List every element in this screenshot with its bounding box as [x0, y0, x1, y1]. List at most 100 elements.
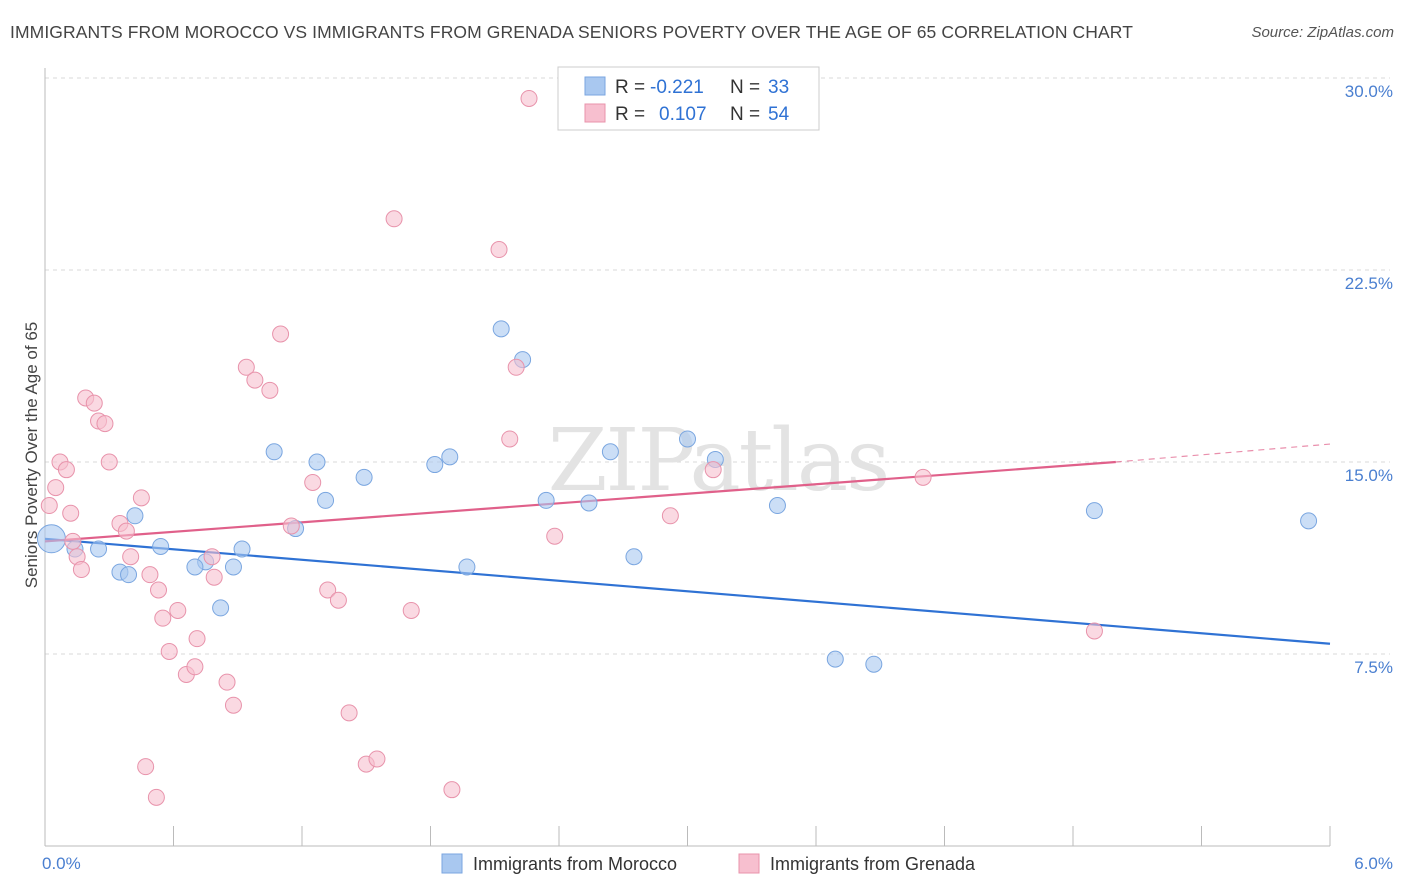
data-point-morocco-30	[1300, 512, 1318, 530]
data-point-grenada-20	[160, 642, 178, 660]
data-point-morocco-10	[152, 537, 170, 555]
data-point-grenada-42	[443, 781, 461, 799]
data-point-grenada-37	[340, 704, 358, 722]
data-point-morocco-15	[355, 468, 373, 486]
legend-swatch-morocco	[584, 76, 606, 96]
data-point-grenada-3	[62, 504, 80, 522]
y-axis-label: Seniors Poverty Over the Age of 65	[22, 322, 41, 588]
data-point-morocco-18	[441, 448, 459, 466]
series-legend: Immigrants from Morocco Immigrants from …	[441, 853, 976, 874]
legend-swatch-grenada	[584, 103, 606, 123]
data-point-grenada-33	[282, 517, 300, 535]
y-tick-label-3: 30.0%	[1345, 82, 1393, 101]
data-point-grenada-36	[329, 591, 347, 609]
data-point-grenada-51	[1085, 622, 1103, 640]
data-point-grenada-41	[402, 601, 420, 619]
data-point-grenada-32	[272, 325, 290, 343]
data-point-grenada-48	[661, 507, 679, 525]
data-point-morocco-4	[126, 507, 144, 525]
y-tick-label-0: 7.5%	[1354, 658, 1393, 677]
data-point-morocco-5	[120, 566, 138, 584]
data-point-grenada-7	[72, 561, 90, 579]
y-tick-labels: 7.5% 15.0% 22.5% 30.0%	[1345, 82, 1393, 677]
data-point-morocco-13	[308, 453, 326, 471]
data-point-morocco-2	[90, 540, 108, 558]
legend-swatch-bottom-morocco	[441, 853, 463, 874]
legend-r-value-1: -0.221	[650, 77, 704, 98]
y-tick-label-1: 15.0%	[1345, 466, 1393, 485]
data-point-morocco-11	[233, 540, 251, 558]
data-point-grenada-50	[914, 468, 932, 486]
legend-n-label-2: N =	[730, 104, 760, 125]
legend-n-value-2: 54	[768, 104, 790, 125]
trend-line-1	[44, 460, 1116, 543]
data-point-grenada-34	[304, 473, 322, 491]
axes	[44, 68, 1331, 847]
data-point-morocco-20	[492, 320, 510, 338]
data-point-grenada-21	[169, 601, 187, 619]
data-point-grenada-0	[40, 497, 58, 515]
data-point-grenada-39	[368, 750, 386, 768]
data-point-grenada-23	[186, 658, 204, 676]
data-point-grenada-24	[188, 630, 206, 648]
trend-line-0	[44, 537, 1331, 645]
legend-label-grenada: Immigrants from Grenada	[770, 854, 976, 874]
data-point-grenada-46	[520, 89, 538, 107]
data-point-grenada-5	[64, 532, 82, 550]
data-point-grenada-35	[319, 581, 337, 599]
data-point-grenada-4	[57, 461, 75, 479]
x-tick-label-left: 0.0%	[42, 854, 81, 873]
data-point-grenada-18	[150, 581, 168, 599]
data-point-morocco-19	[458, 558, 476, 576]
data-point-morocco-22	[537, 491, 555, 509]
data-point-grenada-49	[704, 461, 722, 479]
legend-swatch-bottom-grenada	[738, 853, 760, 874]
data-point-grenada-26	[205, 568, 223, 586]
data-point-grenada-44	[501, 430, 519, 448]
stats-legend: R = -0.221 N = 33 R = 0.107 N = 54	[557, 66, 820, 131]
data-point-grenada-16	[132, 489, 150, 507]
chart-source: Source: ZipAtlas.com	[1251, 24, 1394, 41]
data-point-grenada-9	[85, 394, 103, 412]
data-point-grenada-40	[385, 210, 403, 228]
data-point-grenada-29	[237, 358, 255, 376]
data-point-morocco-28	[768, 497, 786, 515]
legend-r-label-1: R =	[615, 77, 645, 98]
chart-title: IMMIGRANTS FROM MOROCCO VS IMMIGRANTS FR…	[10, 22, 1133, 42]
data-point-morocco-23	[580, 494, 598, 512]
data-point-grenada-25	[203, 548, 221, 566]
data-point-grenada-53	[147, 788, 165, 806]
data-point-morocco-17	[426, 456, 444, 474]
data-point-grenada-28	[224, 696, 242, 714]
data-point-morocco-8	[212, 599, 230, 617]
data-points	[36, 89, 1318, 806]
y-tick-label-2: 22.5%	[1345, 274, 1393, 293]
data-point-morocco-31	[826, 650, 844, 668]
data-point-grenada-31	[261, 381, 279, 399]
data-point-morocco-24	[601, 443, 619, 461]
data-point-morocco-6	[224, 558, 242, 576]
trend-line-extension-1	[1115, 443, 1331, 463]
legend-label-morocco: Immigrants from Morocco	[473, 854, 677, 874]
data-point-grenada-12	[100, 453, 118, 471]
data-point-grenada-17	[141, 566, 159, 584]
legend-r-label-2: R =	[615, 104, 645, 125]
data-point-grenada-52	[137, 758, 155, 776]
data-point-morocco-32	[865, 655, 883, 673]
x-tick-label-right: 6.0%	[1354, 854, 1393, 873]
data-point-morocco-9	[186, 558, 204, 576]
legend-n-label-1: N =	[730, 77, 760, 98]
data-point-morocco-14	[317, 491, 335, 509]
data-point-grenada-45	[507, 358, 525, 376]
legend-n-value-1: 33	[768, 77, 789, 98]
data-point-grenada-11	[96, 415, 114, 433]
data-point-grenada-47	[546, 527, 564, 545]
trend-lines	[44, 443, 1331, 645]
data-point-morocco-25	[625, 548, 643, 566]
data-point-morocco-16	[265, 443, 283, 461]
data-point-grenada-27	[218, 673, 236, 691]
data-point-grenada-19	[154, 609, 172, 627]
data-point-grenada-14	[117, 522, 135, 540]
data-point-morocco-29	[1085, 502, 1103, 520]
